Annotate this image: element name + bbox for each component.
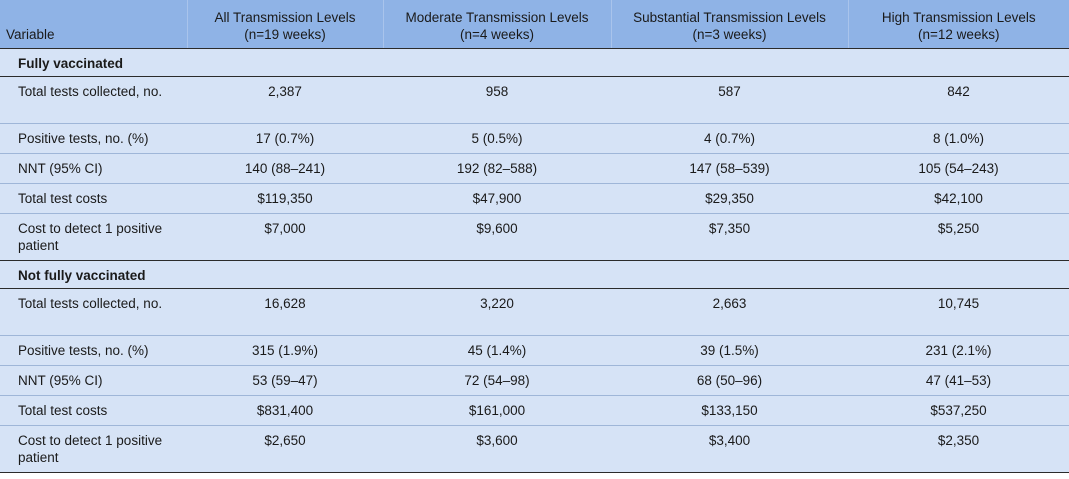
table-cell: $7,000 bbox=[187, 213, 383, 261]
table-cell: $831,400 bbox=[187, 395, 383, 426]
table-cell: 72 (54–98) bbox=[383, 365, 611, 396]
section-row-fully-vaccinated: Fully vaccinated bbox=[0, 48, 1069, 77]
header-variable: Variable bbox=[0, 0, 187, 49]
table-cell: 842 bbox=[848, 76, 1069, 124]
table-cell: $3,400 bbox=[611, 425, 848, 473]
row-label: NNT (95% CI) bbox=[0, 365, 187, 396]
table-row: Total tests collected, no. 2,387 958 587… bbox=[0, 76, 1069, 124]
table-cell: $9,600 bbox=[383, 213, 611, 261]
table-cell: $47,900 bbox=[383, 183, 611, 214]
table-row: Cost to detect 1 positive patient $2,650… bbox=[0, 425, 1069, 473]
table-cell: 315 (1.9%) bbox=[187, 335, 383, 366]
table-cell: 8 (1.0%) bbox=[848, 123, 1069, 154]
table-row: NNT (95% CI) 53 (59–47) 72 (54–98) 68 (5… bbox=[0, 365, 1069, 396]
row-label: Cost to detect 1 positive patient bbox=[0, 213, 187, 261]
section-title: Fully vaccinated bbox=[0, 48, 1069, 77]
table-cell: 5 (0.5%) bbox=[383, 123, 611, 154]
row-label: Total tests collected, no. bbox=[0, 288, 187, 336]
table-cell: 958 bbox=[383, 76, 611, 124]
table-cell: $5,250 bbox=[848, 213, 1069, 261]
table-cell: $2,350 bbox=[848, 425, 1069, 473]
header-row: Variable All Transmission Levels (n=19 we… bbox=[0, 0, 1069, 49]
table-cell: $161,000 bbox=[383, 395, 611, 426]
table-cell: 231 (2.1%) bbox=[848, 335, 1069, 366]
table-cell: 10,745 bbox=[848, 288, 1069, 336]
row-label: Total tests collected, no. bbox=[0, 76, 187, 124]
table-cell: $133,150 bbox=[611, 395, 848, 426]
table-row: Total tests collected, no. 16,628 3,220 … bbox=[0, 288, 1069, 336]
table-cell: 3,220 bbox=[383, 288, 611, 336]
header-high-levels: High Transmission Levels (n=12 weeks) bbox=[847, 0, 1069, 49]
table-cell: 140 (88–241) bbox=[187, 153, 383, 184]
row-label: Positive tests, no. (%) bbox=[0, 123, 187, 154]
table-cell: 105 (54–243) bbox=[848, 153, 1069, 184]
row-label: Cost to detect 1 positive patient bbox=[0, 425, 187, 473]
table-cell: 192 (82–588) bbox=[383, 153, 611, 184]
table-cell: $537,250 bbox=[848, 395, 1069, 426]
header-substantial-levels: Substantial Transmission Levels (n=3 week… bbox=[610, 0, 848, 49]
table-cell: $7,350 bbox=[611, 213, 848, 261]
table-row: Positive tests, no. (%) 17 (0.7%) 5 (0.5… bbox=[0, 123, 1069, 154]
header-moderate-levels: Moderate Transmission Levels (n=4 weeks) bbox=[382, 0, 611, 49]
table-row: Cost to detect 1 positive patient $7,000… bbox=[0, 213, 1069, 261]
row-label: Total test costs bbox=[0, 183, 187, 214]
table-cell: 47 (41–53) bbox=[848, 365, 1069, 396]
section-row-not-fully-vaccinated: Not fully vaccinated bbox=[0, 260, 1069, 289]
table-cell: 587 bbox=[611, 76, 848, 124]
table-cell: 45 (1.4%) bbox=[383, 335, 611, 366]
table-cell: $2,650 bbox=[187, 425, 383, 473]
table-row: Positive tests, no. (%) 315 (1.9%) 45 (1… bbox=[0, 335, 1069, 366]
table-cell: 68 (50–96) bbox=[611, 365, 848, 396]
table-cell: 147 (58–539) bbox=[611, 153, 848, 184]
header-all-levels: All Transmission Levels (n=19 weeks) bbox=[186, 0, 383, 49]
table-row: Total test costs $119,350 $47,900 $29,35… bbox=[0, 183, 1069, 214]
table-row: NNT (95% CI) 140 (88–241) 192 (82–588) 1… bbox=[0, 153, 1069, 184]
table-cell: 4 (0.7%) bbox=[611, 123, 848, 154]
table-cell: $42,100 bbox=[848, 183, 1069, 214]
table-cell: $29,350 bbox=[611, 183, 848, 214]
table-cell: $3,600 bbox=[383, 425, 611, 473]
table-cell: $119,350 bbox=[187, 183, 383, 214]
table-cell: 2,663 bbox=[611, 288, 848, 336]
row-label: Total test costs bbox=[0, 395, 187, 426]
table-cell: 17 (0.7%) bbox=[187, 123, 383, 154]
row-label: Positive tests, no. (%) bbox=[0, 335, 187, 366]
section-title: Not fully vaccinated bbox=[0, 260, 1069, 289]
table-cell: 2,387 bbox=[187, 76, 383, 124]
table-cell: 53 (59–47) bbox=[187, 365, 383, 396]
table-cell: 16,628 bbox=[187, 288, 383, 336]
row-label: NNT (95% CI) bbox=[0, 153, 187, 184]
table-cell: 39 (1.5%) bbox=[611, 335, 848, 366]
table-row: Total test costs $831,400 $161,000 $133,… bbox=[0, 395, 1069, 426]
